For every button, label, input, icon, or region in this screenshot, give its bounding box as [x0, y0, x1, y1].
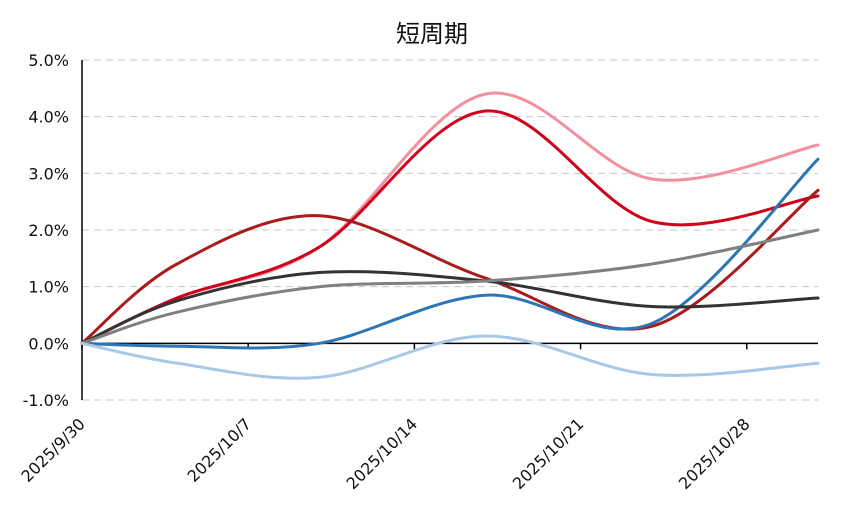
series-line-6	[80, 228, 820, 345]
y-tick-label: 0.0%	[28, 334, 69, 353]
series-line-5	[80, 270, 820, 345]
y-tick-label: 2.0%	[28, 221, 69, 240]
y-tick-label: 4.0%	[28, 108, 69, 127]
x-tick-label: 2025/10/7	[184, 414, 255, 485]
y-tick-label: 5.0%	[28, 51, 69, 70]
chart-title: 短周期	[396, 20, 468, 48]
series-line-4	[80, 157, 820, 350]
series-line-7	[80, 334, 820, 380]
series-line-2	[80, 109, 820, 345]
y-tick-label: -1.0%	[23, 391, 69, 410]
y-tick-label: 3.0%	[28, 164, 69, 183]
y-tick-label: 1.0%	[28, 278, 69, 297]
series-line-3	[80, 188, 820, 345]
x-tick-label: 2025/10/14	[343, 414, 422, 493]
x-tick-label: 2025/10/28	[675, 414, 754, 493]
x-tick-label: 2025/9/30	[17, 414, 88, 485]
x-tick-label: 2025/10/21	[509, 414, 588, 493]
